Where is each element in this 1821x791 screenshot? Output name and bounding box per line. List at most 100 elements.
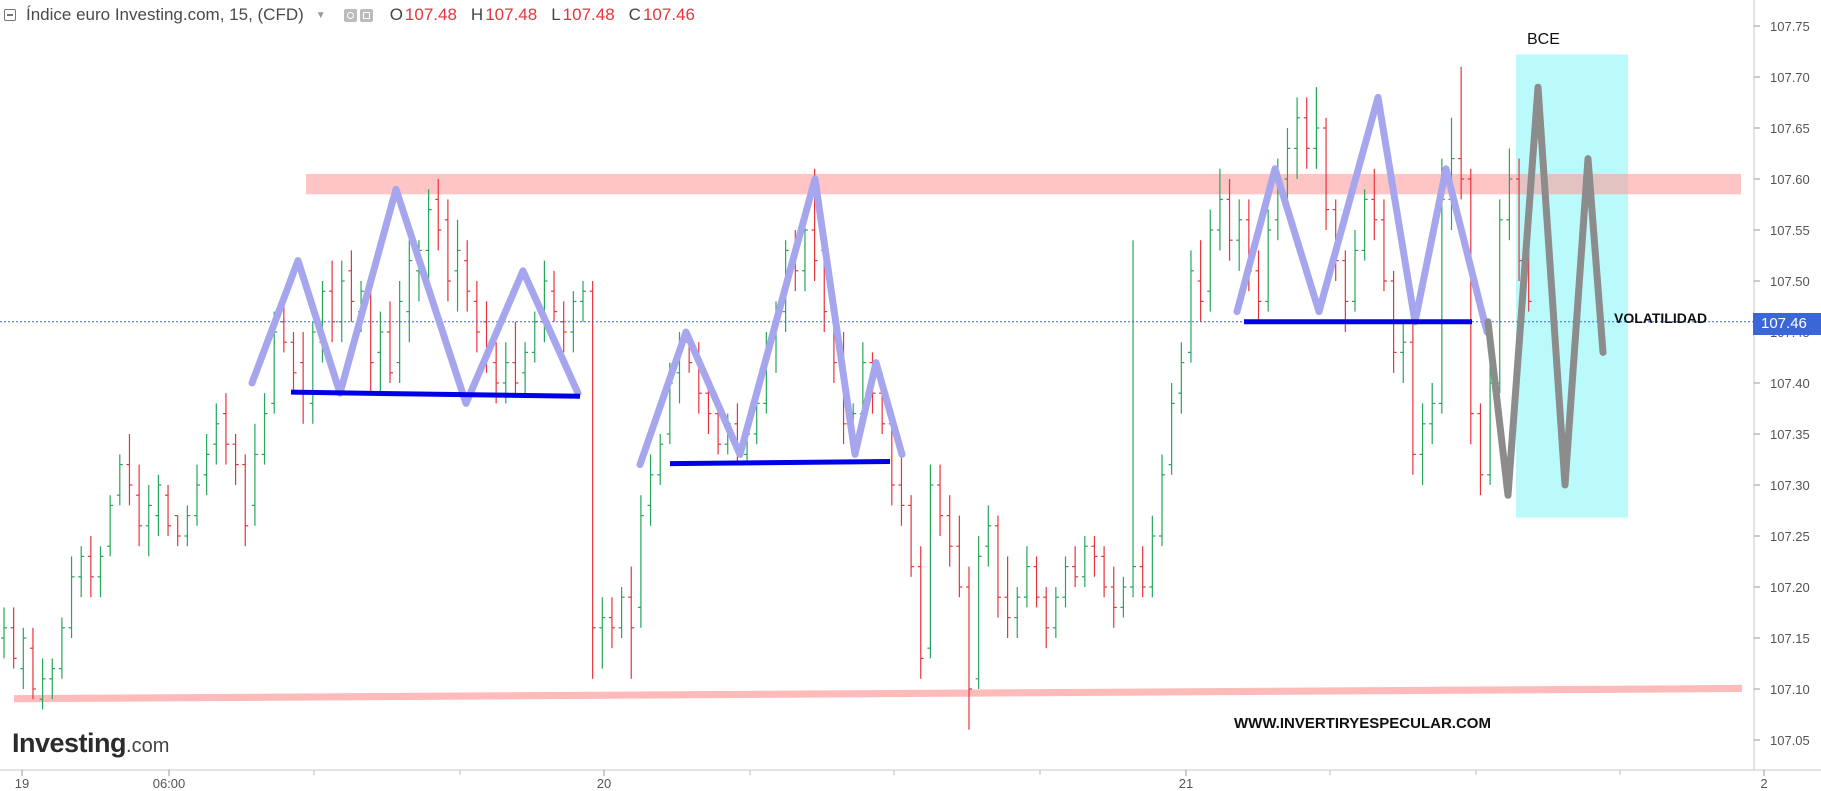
pattern-path xyxy=(248,185,582,407)
ohlc-bar xyxy=(1081,536,1088,587)
x-tick-label: 19 xyxy=(15,776,29,791)
open-value: 107.48 xyxy=(404,5,457,24)
eye-icon[interactable] xyxy=(343,8,357,22)
ohlc-bar xyxy=(290,332,297,394)
ohlc-bar xyxy=(406,240,413,343)
y-axis-ticks: 107.05 107.10 107.15 107.20 107.25 107.30 107.… xyxy=(1754,19,1810,748)
ohlc-bar xyxy=(1477,403,1484,496)
pattern-path xyxy=(1233,93,1491,336)
ohlc-bar xyxy=(927,464,934,659)
ohlc-bar xyxy=(512,321,519,394)
support-zone[interactable] xyxy=(14,684,1742,703)
neckline-1 xyxy=(290,389,581,399)
investing-logo: Investing.com xyxy=(12,728,170,758)
x-tick-label: 21 xyxy=(1179,776,1193,791)
ohlc-bar xyxy=(10,607,17,669)
ohlc-bar xyxy=(956,515,963,598)
ohlc-bar xyxy=(1120,576,1127,618)
ohlc-bar xyxy=(1178,342,1185,414)
ohlc-bar xyxy=(425,189,432,281)
ohlc-bar xyxy=(1467,168,1474,445)
ohlc-bar xyxy=(1429,383,1436,445)
y-tick-label: 107.10 xyxy=(1770,682,1810,697)
ohlc-bar xyxy=(155,474,162,536)
low-value: 107.48 xyxy=(562,5,615,24)
high-value: 107.48 xyxy=(485,5,538,24)
collapse-icon[interactable] xyxy=(4,9,16,21)
ohlc-bar xyxy=(242,454,249,547)
ohlc-bar xyxy=(58,617,65,679)
ohlc-bar xyxy=(1062,556,1069,608)
ohlc-bar xyxy=(251,423,258,526)
ohlc-bar xyxy=(300,332,307,424)
ohlc-bar xyxy=(994,515,1001,618)
ohlc-bar xyxy=(1004,556,1011,638)
ohlc-bar xyxy=(1091,536,1098,577)
x-tick-label: 20 xyxy=(597,776,611,791)
symbol-title[interactable]: Índice euro Investing.com, 15, (CFD) xyxy=(26,5,304,24)
ohlc-bar xyxy=(1352,230,1358,312)
ohlc-bar xyxy=(261,393,268,465)
ohlc-bar xyxy=(435,179,442,251)
close-value: 107.46 xyxy=(642,5,695,24)
ohlc-bar xyxy=(522,342,529,394)
ohlc-bar xyxy=(1323,117,1330,230)
high-label: H xyxy=(470,5,484,24)
ohlc-bar xyxy=(1130,240,1137,598)
x-tick-label: 06:00 xyxy=(153,776,186,791)
ohlc-bar xyxy=(1400,321,1407,383)
ohlc-bar xyxy=(1516,158,1523,281)
ohlc-bar xyxy=(975,536,982,689)
y-tick-label: 107.60 xyxy=(1770,172,1810,187)
ohlc-bar xyxy=(1380,199,1387,292)
ohlc-bar xyxy=(1496,199,1503,394)
ohlc-bar xyxy=(29,627,36,700)
y-tick-label: 107.30 xyxy=(1770,478,1810,493)
ohlc-bar xyxy=(49,658,56,700)
ohlc-bar xyxy=(1313,87,1320,169)
ohlc-bar xyxy=(464,240,471,312)
ohlc-bar xyxy=(444,199,451,302)
ohlc-bar xyxy=(946,495,953,567)
ohlc-bar xyxy=(78,546,85,598)
ohlc-bar xyxy=(657,434,664,485)
ohlc-bar xyxy=(1197,240,1204,322)
pattern-drawings xyxy=(248,83,1607,499)
ohlc-bar xyxy=(531,311,538,363)
ohlc-bar xyxy=(637,495,644,628)
ohlc-bar xyxy=(801,219,808,292)
ohlc-bar xyxy=(599,597,606,669)
ohlc-bar xyxy=(1043,587,1050,649)
ohlc-bar xyxy=(174,514,181,547)
x-tick-label: 2 xyxy=(1760,776,1767,791)
ohlc-bar xyxy=(1294,97,1301,179)
ohlc-bar xyxy=(126,434,133,506)
annotation-volatilidad: VOLATILIDAD xyxy=(1614,310,1707,326)
y-tick-label: 107.75 xyxy=(1770,19,1810,34)
y-tick-label: 107.65 xyxy=(1770,121,1810,136)
ohlc-bar xyxy=(97,546,104,598)
chevron-down-icon[interactable]: ▼ xyxy=(315,9,326,21)
ohlc-bar xyxy=(1342,250,1349,332)
y-tick-label: 107.50 xyxy=(1770,274,1810,289)
ohlc-bar xyxy=(589,281,596,679)
annotation-website: WWW.INVERTIRYESPECULAR.COM xyxy=(1234,715,1491,732)
ohlc-bar xyxy=(1,607,7,659)
ohlc-bar xyxy=(387,301,393,383)
ohlc-bar xyxy=(107,495,114,557)
ohlc-bar xyxy=(937,464,944,536)
ohlc-bar xyxy=(966,566,972,730)
settings-icon[interactable] xyxy=(359,8,373,22)
resistance-zone[interactable] xyxy=(306,173,1741,195)
ohlc-bar xyxy=(628,566,635,679)
ohlc-bar xyxy=(396,281,403,383)
ohlc-bar xyxy=(145,485,152,557)
ohlc-bar xyxy=(1303,97,1310,169)
ohlc-bar xyxy=(222,393,229,465)
ohlc-bar xyxy=(1110,566,1117,628)
y-tick-label: 107.25 xyxy=(1770,529,1810,544)
ohlc-bar xyxy=(184,505,191,547)
ohlc-bar xyxy=(1265,209,1272,312)
ohlc-bar xyxy=(1101,546,1108,598)
